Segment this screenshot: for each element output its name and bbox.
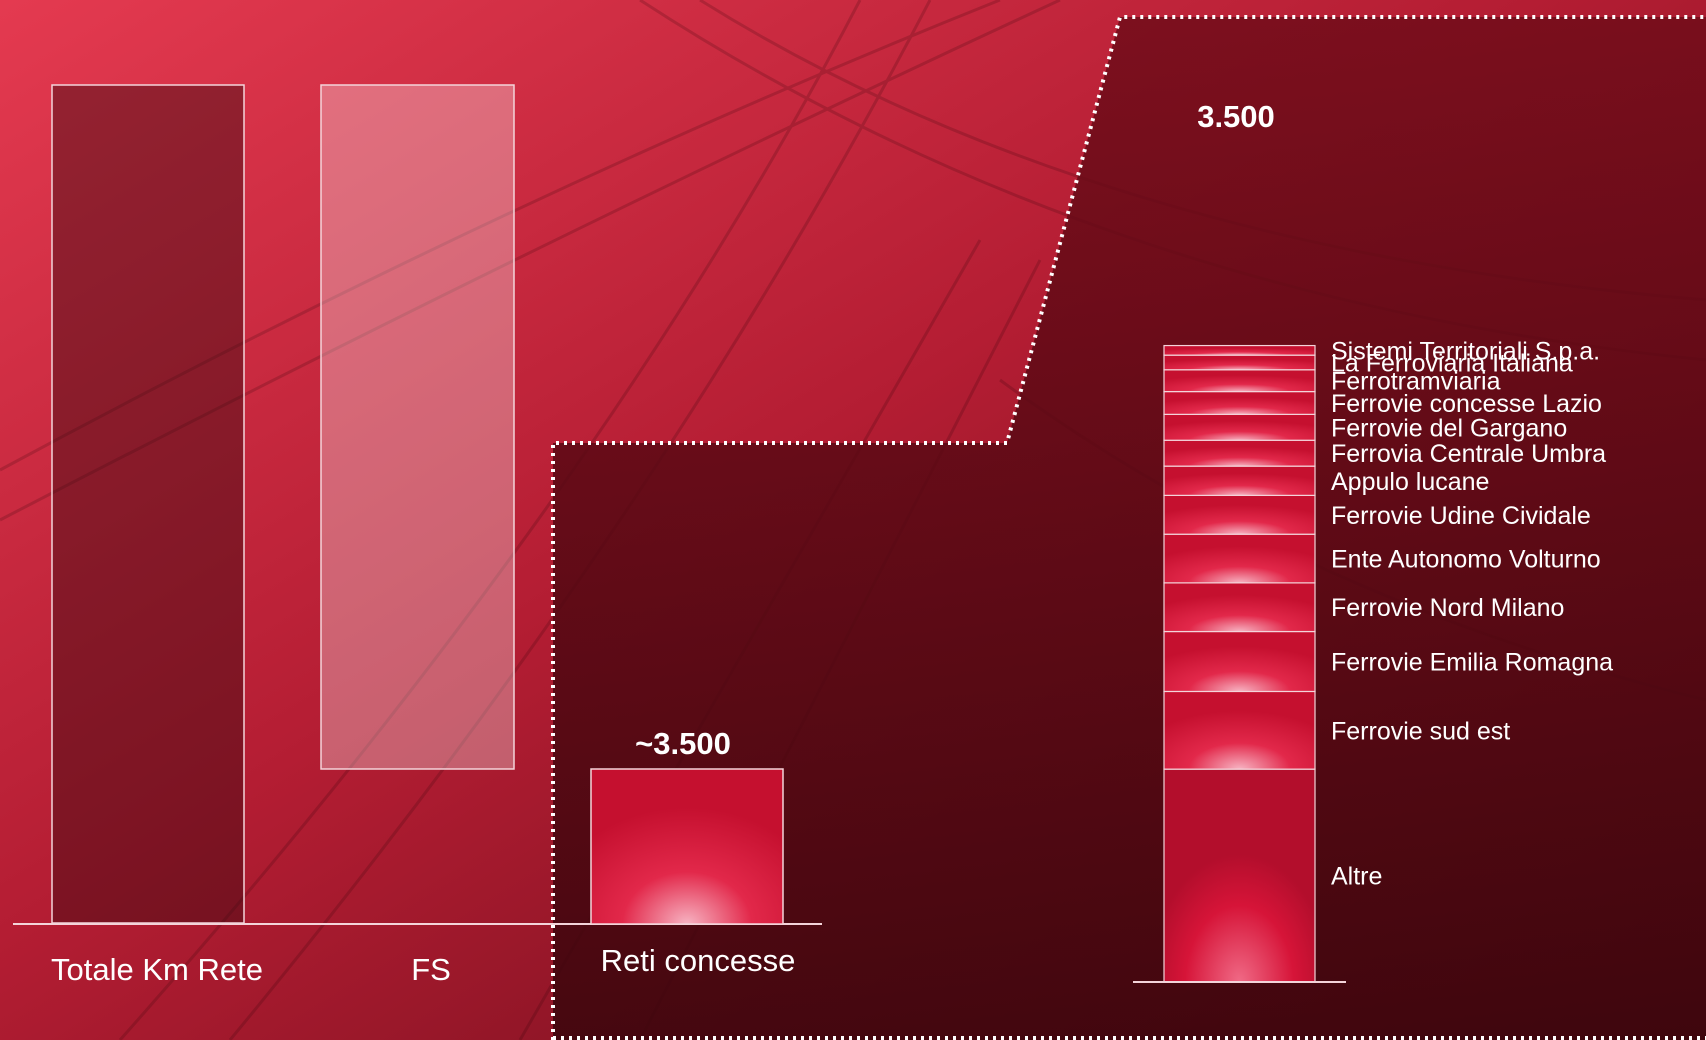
segment-label: Ferrovie sud est [1331,717,1510,745]
stack-segment [1163,582,1316,633]
stacked-bar [1163,344,1316,983]
segment-label: Ferrovie del Gargano [1331,414,1567,442]
stack-segment [1163,413,1316,441]
segment-label: Ferrovie Nord Milano [1331,594,1564,622]
stack-segment [1163,369,1316,393]
segment-label: Sistemi Territoriali S.p.a. [1331,337,1600,365]
stack-segment [1163,354,1316,371]
stack-total-label: 3.500 [1197,99,1275,134]
stack-segment [1163,690,1316,770]
segment-labels: Altre Ferrovie sud est Ferrovie Emilia Rom… [1331,337,1613,890]
segment-label: Ente Autonomo Volturno [1331,546,1601,574]
category-label-fs: FS [411,952,451,987]
segment-label: Ferrovie concesse Lazio [1331,390,1602,418]
segment-label: Ferrovia Centrale Umbra [1331,440,1606,468]
bar-fs [320,84,515,770]
stack-segment [1163,344,1316,356]
stack-segment [1163,494,1316,535]
stack-segment [1163,768,1316,983]
segment-label: Appulo lucane [1331,468,1489,496]
segment-label: La Ferroviaria Italiana [1331,349,1573,377]
stack-segment [1163,439,1316,467]
segment-label: Ferrovie Udine Cividale [1331,502,1591,530]
concessions-panel [551,15,1706,1040]
segment-label: Altre [1331,863,1382,891]
stack-segment [1163,390,1316,415]
value-label-reti-concesse: ~3.500 [635,726,731,761]
stack-segment [1163,533,1316,584]
category-label-reti-concesse: Reti concesse [601,943,796,978]
segment-label: Ferrovie Emilia Romagna [1331,649,1613,677]
stack-segment [1163,465,1316,496]
bar-reti-concesse [590,768,784,925]
bar-totale-km-rete [51,84,245,924]
stack-segment [1163,630,1316,693]
segment-label: Ferrotramviaria [1331,368,1501,396]
category-label-totale: Totale Km Rete [51,952,263,987]
